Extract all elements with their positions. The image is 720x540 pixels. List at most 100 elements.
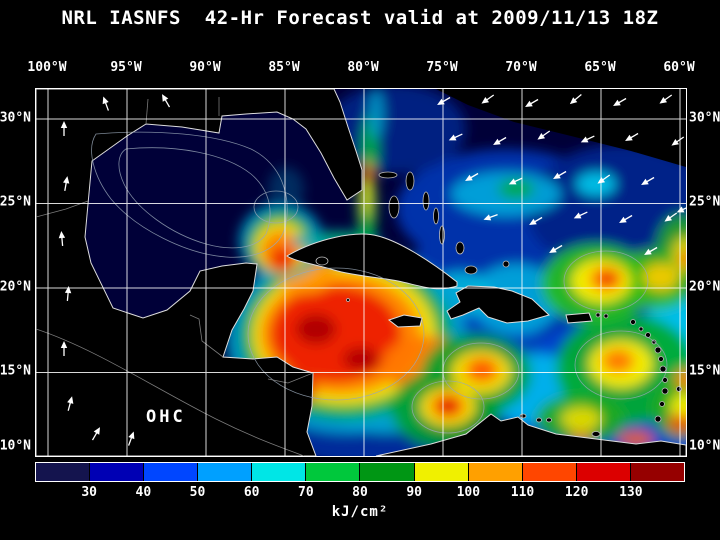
wind-arrow	[102, 96, 110, 111]
wind-arrow	[525, 98, 539, 107]
ohc-blob	[601, 273, 615, 283]
wind-arrow	[162, 94, 171, 108]
political-borders	[35, 97, 314, 457]
colorbar-tick-label: 70	[298, 485, 314, 500]
wind-arrow	[127, 431, 135, 446]
wind-arrow	[493, 136, 507, 145]
land-south-america	[375, 413, 687, 457]
colorbar-cell	[36, 463, 91, 481]
latitude-axis-left: 30°N 25°N 20°N 15°N 10°N	[0, 88, 33, 455]
ohc-blob	[561, 407, 601, 431]
map-frame: OHC	[35, 84, 720, 484]
wind-arrow	[580, 135, 595, 143]
nodata-region	[436, 89, 686, 167]
land-puerto-rico	[565, 312, 593, 324]
colorbar-tick-label: 110	[510, 485, 535, 500]
land-hispaniola	[446, 285, 550, 324]
wind-arrow	[625, 132, 639, 141]
wind-arrow	[465, 172, 479, 181]
map-canvas	[35, 84, 720, 484]
colorbar-tick-label: 80	[352, 485, 368, 500]
lon-label: 95°W	[110, 60, 142, 75]
colorbar-tick-label: 30	[81, 485, 97, 500]
wind-arrow	[508, 177, 523, 185]
land-layer	[35, 88, 687, 457]
ohc-blob	[343, 347, 379, 371]
wind-arrow	[448, 133, 463, 141]
wind-arrow	[671, 136, 685, 146]
colorbar-cell	[144, 463, 199, 481]
land-cuba	[286, 233, 458, 290]
colorbar-tick-label: 90	[406, 485, 422, 500]
lon-label: 85°W	[268, 60, 300, 75]
lon-label: 70°W	[505, 60, 537, 75]
colorbar-cell	[522, 463, 577, 481]
wind-arrow	[549, 244, 563, 253]
colorbar-tick-label: 60	[243, 485, 260, 500]
colorbar-tick-label: 40	[135, 485, 152, 500]
wind-arrow	[481, 94, 495, 104]
wind-arrow	[58, 231, 66, 247]
ohc-blob	[576, 172, 616, 196]
lat-label: 25°N	[0, 194, 31, 210]
wind-arrow	[60, 121, 68, 136]
wind-arrow	[613, 97, 627, 106]
ohc-blob	[440, 400, 456, 412]
longitude-axis: 100°W 95°W 90°W 85°W 80°W 75°W 70°W 65°W 60°W	[27, 60, 694, 78]
wind-arrow	[641, 176, 655, 185]
ohc-blob	[498, 179, 534, 199]
figure-title: NRL IASNFS 42-Hr Forecast valid at 2009/…	[61, 7, 659, 29]
wind-arrow	[60, 341, 68, 356]
wind-arrow	[437, 96, 451, 105]
ohc-blob	[466, 358, 498, 382]
colorbar-cell	[468, 463, 523, 481]
latitude-axis-right: 30°N 25°N 20°N 15°N 10°N	[688, 88, 720, 455]
lon-label: 75°W	[426, 60, 458, 75]
ohc-field-layer	[226, 84, 720, 484]
ohc-blob	[326, 84, 466, 174]
lat-label: 20°N	[0, 279, 31, 295]
ohc-blob	[643, 263, 679, 291]
wind-arrow	[597, 174, 611, 184]
wind-arrow	[537, 130, 551, 140]
colorbar-cell	[576, 463, 631, 481]
lat-label: 10°N	[0, 438, 31, 454]
colorbar-cell	[198, 463, 253, 481]
lon-label: 65°W	[584, 60, 616, 75]
wind-vector-layer	[58, 94, 691, 446]
colorbar-cell	[414, 463, 469, 481]
wind-arrow	[664, 212, 678, 222]
ohc-blob	[364, 165, 374, 183]
colorbar-tick-label: 50	[189, 485, 206, 500]
lat-label: 10°N	[689, 438, 720, 454]
colorbar-tick-label: 100	[456, 485, 481, 500]
wind-arrow	[483, 213, 498, 221]
colorbar-ticks: 30 40 50 60 70 80 90 100 110 120 130	[35, 485, 685, 501]
colorbar-cell	[306, 463, 361, 481]
colorbar-tick-label: 130	[619, 485, 643, 500]
lat-label: 15°N	[689, 363, 720, 379]
colorbar-cell	[630, 463, 684, 481]
lat-label: 15°N	[0, 363, 31, 379]
colorbar-tick-label: 120	[564, 485, 589, 500]
wind-arrow	[91, 427, 100, 441]
colorbar-cell	[252, 463, 307, 481]
wind-arrow	[64, 286, 72, 302]
lon-label: 100°W	[27, 60, 67, 75]
lon-label: 80°W	[347, 60, 379, 75]
colorbar-cell	[360, 463, 415, 481]
lat-label: 20°N	[689, 279, 720, 295]
colorbar	[35, 462, 685, 482]
wind-arrow	[67, 396, 74, 411]
lat-label: 30°N	[689, 110, 720, 126]
wind-arrow	[553, 170, 567, 179]
grid-layer	[36, 89, 686, 456]
lat-label: 25°N	[689, 194, 720, 210]
ohc-blob	[602, 349, 634, 373]
wind-arrow	[63, 176, 70, 192]
land-jamaica	[387, 314, 423, 328]
ohc-blob	[368, 89, 384, 139]
wind-arrow	[659, 94, 673, 104]
colorbar-unit: kJ/cm²	[331, 504, 389, 520]
